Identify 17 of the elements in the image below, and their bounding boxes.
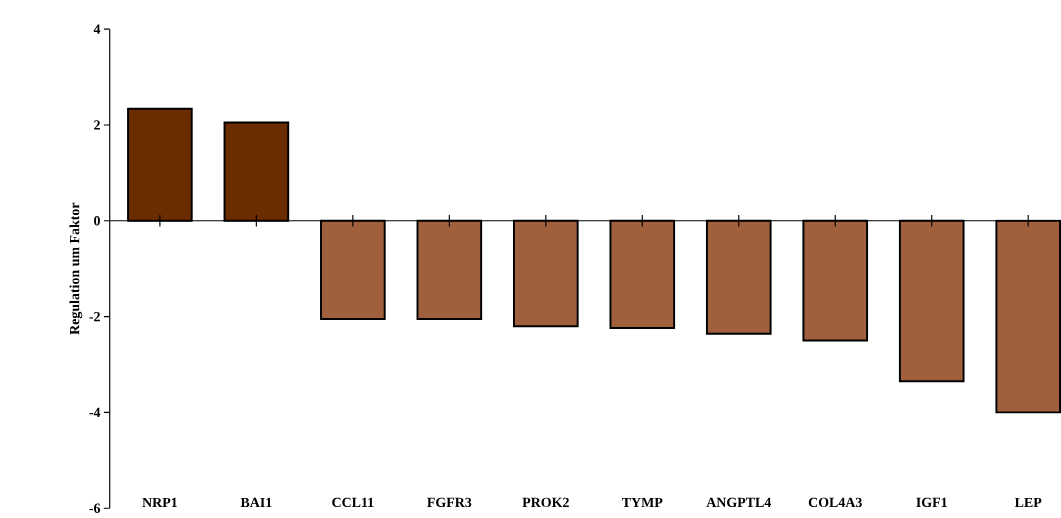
y-axis-title: Regulation um Faktor xyxy=(69,202,83,335)
x-tick-label: TYMP xyxy=(621,497,663,508)
y-tick-label: 4 xyxy=(93,24,101,34)
x-tick-label: NRP1 xyxy=(142,497,177,508)
y-tick-label: -6 xyxy=(89,503,101,513)
y-tick-label: 0 xyxy=(94,216,100,226)
x-tick-label: COL4A3 xyxy=(808,497,862,508)
x-tick-label: IGF1 xyxy=(916,497,947,508)
y-tick-label: -4 xyxy=(89,407,101,418)
y-tick-label: 2 xyxy=(94,120,100,130)
x-tick-label: BAI1 xyxy=(240,497,272,508)
x-tick-label: ANGPTL4 xyxy=(706,497,772,508)
x-tick-label: PROK2 xyxy=(522,497,569,508)
x-tick-label: LEP xyxy=(1014,497,1042,508)
x-tick-label: CCL11 xyxy=(332,497,374,508)
x-tick-label: FGFR3 xyxy=(427,497,472,508)
y-tick-label: -2 xyxy=(89,312,100,322)
